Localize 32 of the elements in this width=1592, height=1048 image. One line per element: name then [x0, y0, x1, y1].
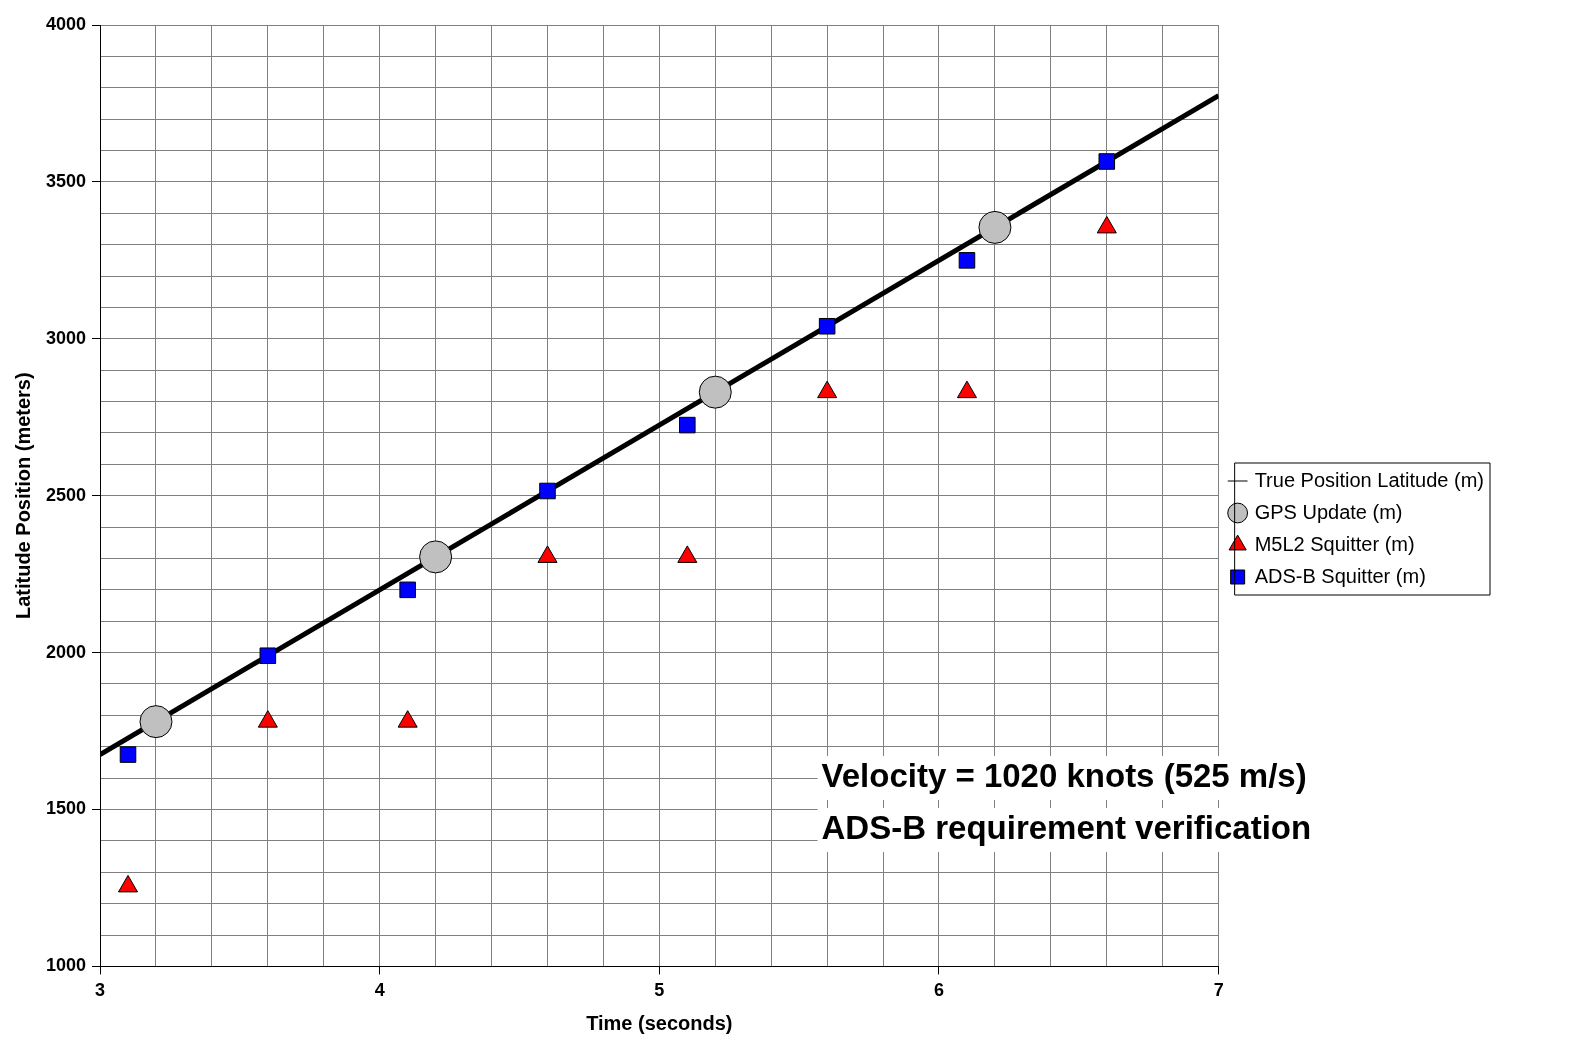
point	[139, 705, 173, 739]
x-tick-label: 6	[933, 980, 944, 1001]
point	[119, 746, 137, 763]
x-tick-label: 5	[654, 980, 665, 1001]
point	[958, 252, 976, 269]
y-tick-label: 1500	[46, 798, 87, 819]
x-tick-label: 7	[1213, 980, 1224, 1001]
point	[419, 540, 453, 574]
point	[1098, 153, 1116, 170]
x-tick-label: 4	[374, 980, 385, 1001]
legend-label: M5L2 Squitter (m)	[1254, 532, 1415, 555]
legend-label: True Position Latitude (m)	[1254, 468, 1484, 491]
legend-label: ADS-B Squitter (m)	[1254, 564, 1426, 587]
y-tick-label: 2500	[46, 484, 87, 505]
y-tick-label: 1000	[46, 955, 87, 976]
point	[539, 482, 556, 500]
x-tick-label: 3	[95, 980, 106, 1001]
y-tick-label: 3000	[46, 327, 87, 348]
x-axis-title: Time (seconds)	[586, 1011, 733, 1034]
annotation: Velocity = 1020 knots (525 m/s)	[821, 757, 1307, 795]
point	[818, 317, 836, 335]
point	[679, 416, 696, 434]
y-axis-title: Latitude Position (meters)	[11, 372, 34, 620]
point	[698, 375, 732, 409]
y-tick-label: 4000	[46, 13, 87, 34]
point	[978, 210, 1012, 244]
y-tick-label: 3500	[46, 170, 87, 191]
y-tick-label: 2000	[46, 641, 87, 662]
point	[259, 647, 277, 665]
annotation: ADS-B requirement verification	[821, 809, 1312, 847]
point	[399, 581, 416, 599]
legend-label: GPS Update (m)	[1254, 500, 1403, 523]
